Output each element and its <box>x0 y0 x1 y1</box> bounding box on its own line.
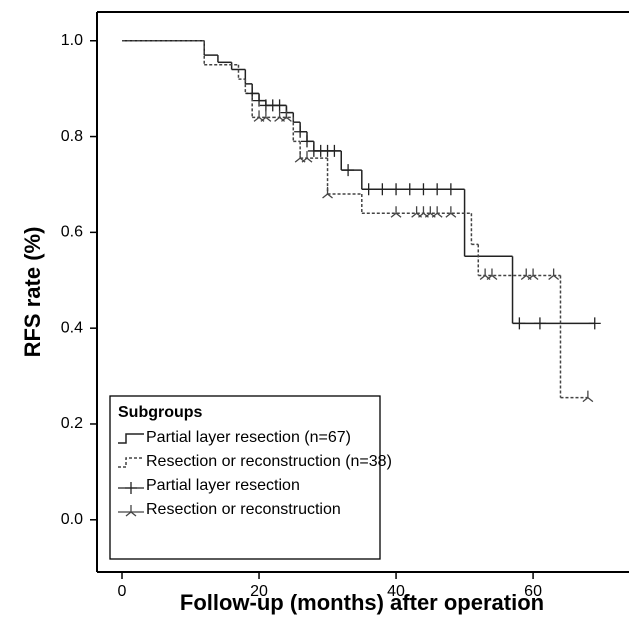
censor-mark <box>342 164 355 177</box>
censor-mark <box>424 206 436 218</box>
legend-box <box>109 395 381 560</box>
censor-mark <box>588 317 601 330</box>
y-tick-label: 1.0 <box>61 32 83 49</box>
censor-mark <box>411 206 423 218</box>
censor-mark <box>273 99 286 112</box>
y-tick-label: 0.6 <box>61 224 83 241</box>
censor-mark <box>253 110 265 122</box>
censor-mark <box>294 151 306 163</box>
censor-mark <box>390 183 403 196</box>
censor-mark <box>328 144 341 157</box>
censor-mark <box>125 505 137 517</box>
censor-mark <box>376 183 389 196</box>
censor-mark <box>513 317 526 330</box>
censor-mark <box>431 206 443 218</box>
censor-mark <box>431 183 444 196</box>
censor-mark <box>322 187 333 199</box>
censor-mark <box>527 268 539 280</box>
censor-mark <box>520 268 532 280</box>
censor-mark <box>418 206 429 218</box>
censor-mark <box>274 110 285 122</box>
legend-label: Partial layer resection (n=67) <box>146 429 351 446</box>
censor-mark <box>445 206 457 218</box>
x-tick-label: 20 <box>250 583 268 600</box>
censor-mark <box>390 206 402 218</box>
censor-mark <box>486 268 498 280</box>
y-axis-title: RFS rate (%) <box>20 227 45 358</box>
y-tick-label: 0.4 <box>61 319 83 336</box>
censor-mark <box>417 183 430 196</box>
censor-mark <box>582 390 594 403</box>
censor-mark <box>444 183 457 196</box>
censor-mark <box>533 317 546 330</box>
censor-mark <box>260 110 272 122</box>
censor-mark <box>253 94 266 107</box>
y-tick-label: 0.0 <box>61 511 83 528</box>
censor-mark <box>403 183 416 196</box>
censor-mark <box>362 183 375 196</box>
legend-icon <box>118 433 144 444</box>
censor-mark <box>548 268 560 280</box>
legend-label: Partial layer resection <box>146 477 300 494</box>
censor-mark <box>479 268 491 280</box>
x-tick-label: 40 <box>387 583 405 600</box>
censor-mark <box>294 125 307 138</box>
y-tick-label: 0.8 <box>61 128 83 145</box>
legend-icon <box>118 457 144 468</box>
legend-label: Resection or reconstruction <box>146 501 341 518</box>
censor-mark <box>281 110 292 122</box>
y-tick-label: 0.2 <box>61 415 83 432</box>
censor-mark <box>301 151 313 163</box>
x-tick-label: 60 <box>524 583 542 600</box>
censor-mark <box>300 135 313 148</box>
censor-mark <box>246 87 259 100</box>
censor-mark <box>125 482 137 494</box>
x-tick-label: 0 <box>118 583 127 600</box>
legend-label: Resection or reconstruction (n=38) <box>146 453 392 470</box>
legend-title: Subgroups <box>118 404 203 421</box>
x-axis-title: Follow-up (months) after operation <box>180 590 544 615</box>
